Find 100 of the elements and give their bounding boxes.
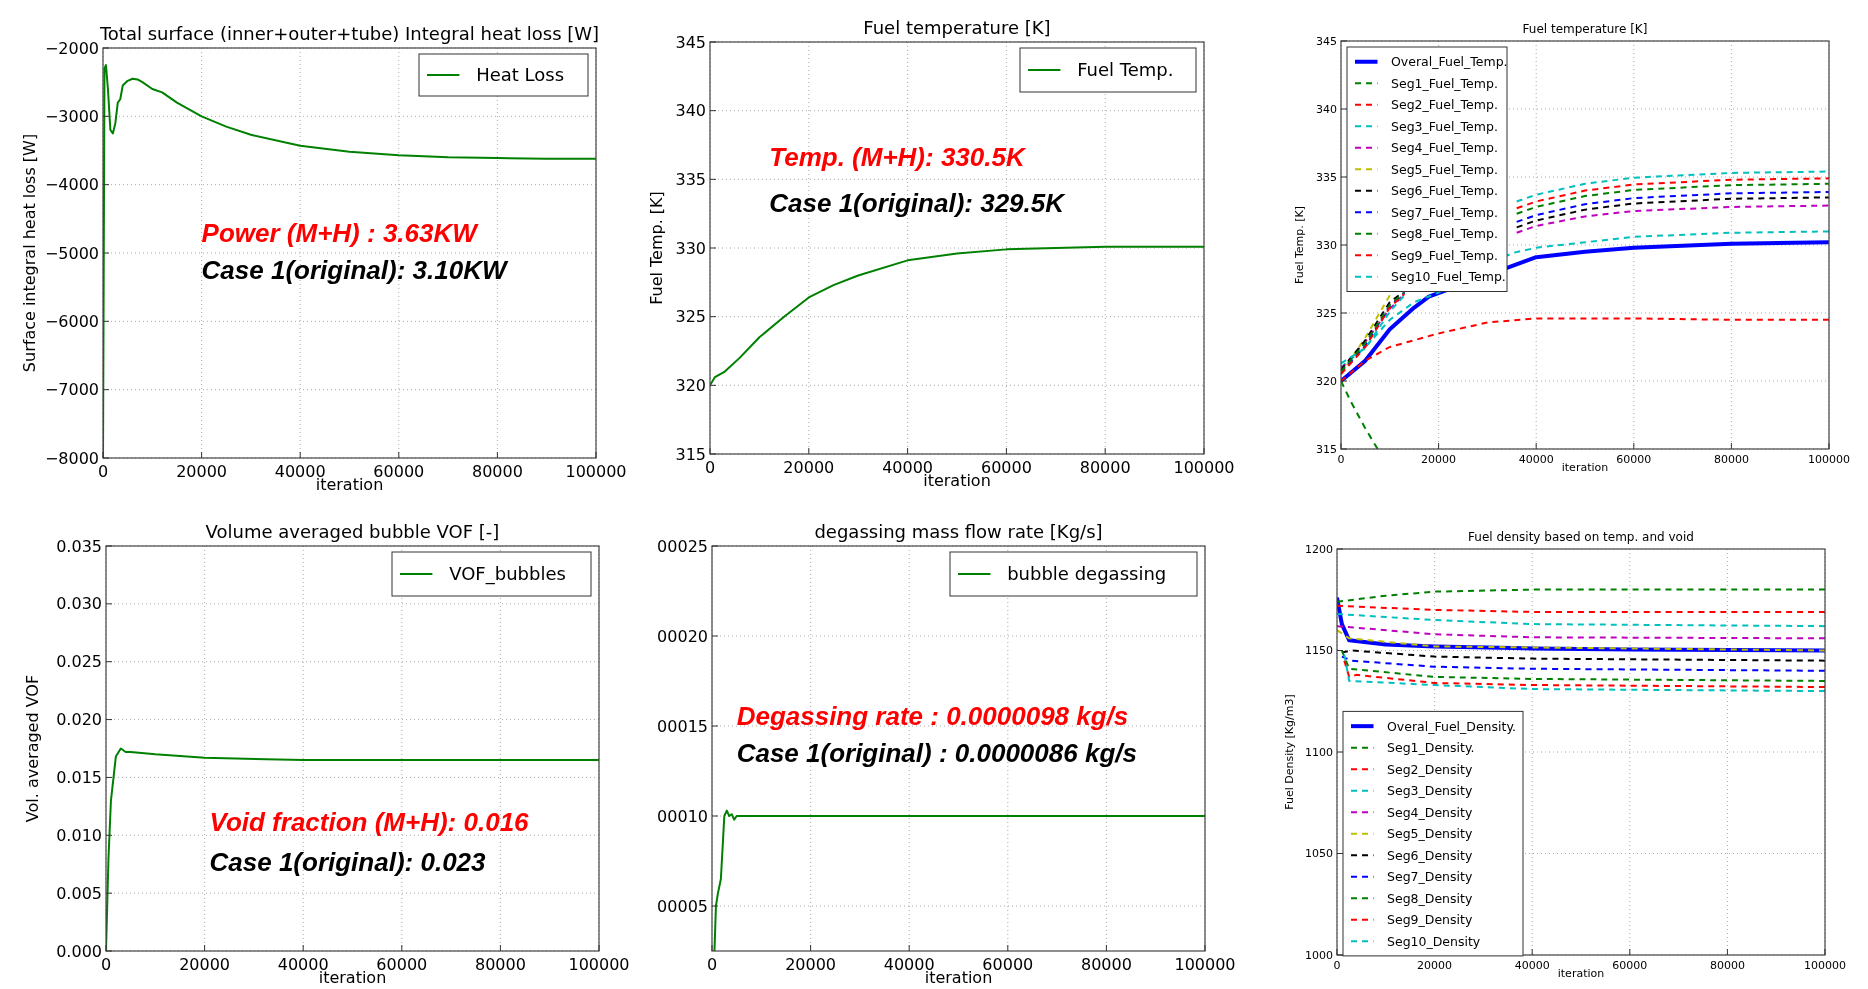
annotation: Case 1(original) : 0.0000086 kg/s xyxy=(736,737,1137,768)
annotation: Case 1(original): 0.023 xyxy=(209,847,487,877)
legend-label: Seg8_Density xyxy=(1387,890,1473,906)
legend-label: Seg4_Density xyxy=(1387,804,1473,820)
x-tick-label: 60000 xyxy=(1612,959,1648,972)
x-tick-label: 100000 xyxy=(1173,458,1235,477)
annotation: Case 1(original): 3.10KW xyxy=(201,254,509,285)
x-tick-label: 20000 xyxy=(785,955,837,974)
legend-label: Seg9_Fuel_Temp. xyxy=(1391,247,1498,263)
x-tick-label: 0 xyxy=(97,462,109,481)
x-axis-title: iteration xyxy=(1557,967,1605,980)
x-tick-label: 60000 xyxy=(1616,453,1652,466)
y-tick-label: −6000 xyxy=(44,311,99,331)
annotation: Case 1(original): 329.5K xyxy=(769,187,1067,218)
y-axis-title: Fuel Temp. [K] xyxy=(1293,205,1306,285)
x-tick-label: 60000 xyxy=(376,955,428,974)
legend-label: Overal_Fuel_Temp. xyxy=(1391,54,1508,70)
y-tick-label: 0.030 xyxy=(56,594,102,614)
y-tick-label: −8000 xyxy=(44,448,99,468)
x-tick-label: 80000 xyxy=(474,955,526,974)
legend-label: Seg7_Fuel_Temp. xyxy=(1391,204,1498,220)
chart-title: Volume averaged bubble VOF [-] xyxy=(205,521,500,542)
x-tick-label: 100000 xyxy=(1174,955,1236,974)
legend-label: Seg8_Fuel_Temp. xyxy=(1391,226,1498,242)
x-tick-label: 0 xyxy=(1333,959,1341,972)
y-tick-label: 325 xyxy=(675,307,706,327)
y-tick-label: 0.015 xyxy=(56,768,102,788)
x-tick-label: 60000 xyxy=(980,458,1032,477)
line-series xyxy=(1340,649,1825,682)
legend-label: Seg1_Density. xyxy=(1387,740,1475,756)
chart-title: Fuel temperature [K] xyxy=(863,17,1051,38)
y-tick-label: 1000 xyxy=(1305,948,1333,962)
legend-label: Seg5_Density xyxy=(1387,826,1473,842)
x-tick-label: 0 xyxy=(1337,453,1345,466)
line-series xyxy=(1343,653,1825,693)
chart-title: degassing mass flow rate [Kg/s] xyxy=(814,521,1103,542)
x-tick-label: 40000 xyxy=(1518,453,1554,466)
y-tick-label: 0.005 xyxy=(56,883,102,903)
x-tick-label: 80000 xyxy=(1079,458,1131,477)
y-tick-label: 1050 xyxy=(1305,847,1333,861)
y-tick-label: 330 xyxy=(675,238,706,258)
legend-label: bubble degassing xyxy=(1007,563,1167,585)
y-tick-label: 335 xyxy=(675,169,706,189)
y-tick-label: 00015 xyxy=(657,716,708,736)
y-tick-label: 00020 xyxy=(657,626,708,646)
x-tick-label: 100000 xyxy=(1804,959,1846,972)
x-tick-label: 60000 xyxy=(373,462,425,481)
x-tick-label: 20000 xyxy=(1421,453,1457,466)
legend-label: Fuel Temp. xyxy=(1077,59,1174,81)
x-tick-label: 80000 xyxy=(471,462,523,481)
annotation: Temp. (M+H): 330.5K xyxy=(769,142,1027,173)
y-tick-label: −4000 xyxy=(44,175,99,195)
y-tick-label: −3000 xyxy=(44,106,99,126)
legend-label: Seg7_Density xyxy=(1387,869,1473,885)
x-tick-label: 100000 xyxy=(568,955,630,974)
line-series xyxy=(713,809,1205,951)
line-series xyxy=(1337,588,1825,603)
y-tick-label: 0.000 xyxy=(56,941,102,961)
legend-label: Seg2_Density xyxy=(1387,761,1473,777)
legend-label: Overal_Fuel_Density. xyxy=(1387,718,1517,734)
y-tick-label: 0.020 xyxy=(56,710,102,730)
x-tick-label: 100000 xyxy=(1808,453,1850,466)
y-tick-label: 325 xyxy=(1316,306,1337,320)
line-series xyxy=(710,245,1204,387)
y-axis-title: Fuel Density [Kg/m3] xyxy=(1283,694,1296,810)
line-series xyxy=(1340,649,1825,662)
line-series xyxy=(1337,625,1825,640)
y-tick-label: 320 xyxy=(675,375,706,395)
legend-label: Seg3_Density xyxy=(1387,783,1473,799)
y-tick-label: 340 xyxy=(1316,102,1337,116)
legend-label: Seg5_Fuel_Temp. xyxy=(1391,161,1498,177)
x-tick-label: 40000 xyxy=(1514,959,1550,972)
y-tick-label: 1150 xyxy=(1305,644,1333,658)
line-series xyxy=(1337,629,1825,652)
x-tick-label: 100000 xyxy=(565,462,627,481)
line-series xyxy=(1343,659,1825,689)
chart-title: Total surface (inner+outer+tube) Integral heat loss [W] xyxy=(98,23,600,44)
legend-label: Seg10_Fuel_Temp. xyxy=(1391,269,1506,285)
line-series xyxy=(1341,317,1829,382)
y-tick-label: 1100 xyxy=(1305,745,1333,759)
x-axis-title: iteration xyxy=(1561,461,1609,474)
y-tick-label: 320 xyxy=(1316,374,1337,388)
legend-label: Seg6_Fuel_Temp. xyxy=(1391,183,1498,199)
x-tick-label: 20000 xyxy=(176,462,228,481)
y-tick-label: −5000 xyxy=(44,243,99,263)
annotation: Degassing rate : 0.0000098 kg/s xyxy=(736,701,1129,732)
legend-label: Seg1_Fuel_Temp. xyxy=(1391,75,1498,91)
x-tick-label: 0 xyxy=(704,458,716,477)
y-tick-label: 00010 xyxy=(657,806,708,826)
y-tick-label: 00005 xyxy=(657,896,708,916)
chart-title: Fuel temperature [K] xyxy=(1522,22,1648,36)
legend-label: Seg9_Density xyxy=(1387,912,1473,928)
y-axis-title: Vol. averaged VOF xyxy=(23,674,42,823)
y-axis-title: Fuel Temp. [K] xyxy=(647,191,666,305)
y-tick-label: 345 xyxy=(1316,34,1337,48)
legend-label: Seg6_Density xyxy=(1387,847,1473,863)
annotation: Power (M+H) : 3.63KW xyxy=(201,217,480,248)
y-tick-label: 330 xyxy=(1316,238,1337,252)
y-tick-label: 315 xyxy=(675,444,706,464)
y-tick-label: −7000 xyxy=(44,380,99,400)
